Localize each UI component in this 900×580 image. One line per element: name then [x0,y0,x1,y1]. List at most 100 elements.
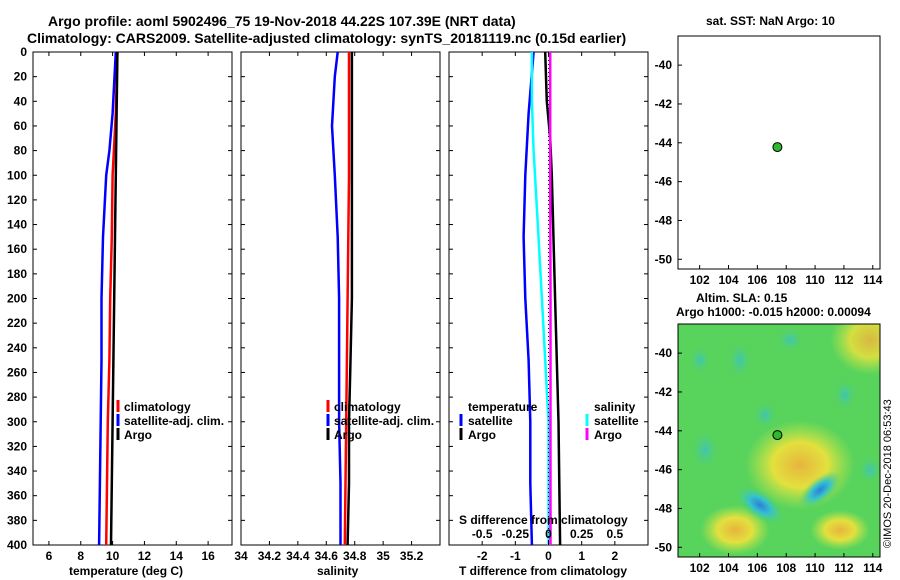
map-x-tick-label: 114 [863,273,883,287]
legend-label-climatology: climatology [334,400,401,414]
sla-heatmap-eddy [735,485,785,525]
sst-map-panel: sat. SST: NaN Argo: 10 102 104 106 108 110 11… [655,14,883,287]
series-line-satellite-adj-clim- [330,51,342,545]
map-y-tick-label: -42 [655,97,673,111]
sla-heatmap-eddy [798,470,842,510]
s-tick-label: -0.5 [472,527,493,541]
map-y-tick-label: -48 [655,501,673,515]
salinity-xlabel: salinity [317,564,359,578]
argo-location-marker [772,142,783,153]
sst-map-frame [677,35,881,270]
map-y-tick-label: -48 [655,213,673,227]
map-x-tick-label: 112 [834,561,854,575]
depth-tick-label: 240 [7,341,27,355]
s-tick-label: 0 [545,527,552,541]
sla-heatmap-eddy [690,346,710,374]
depth-axis: 0 20 40 60 80 100 120 140 160 180 200 220 240 260 280 3… [7,45,648,552]
x-tick-label: -1 [510,549,521,563]
figure-title-line1: Argo profile: aoml 5902496_75 19-Nov-201… [48,13,516,29]
map-x-tick-label: 110 [805,273,825,287]
sla-heatmap [678,324,880,557]
map-x-tick-label: 106 [747,561,767,575]
depth-tick-label: 80 [14,144,28,158]
series-line-argo [346,52,354,546]
depth-tick-label: 380 [7,513,27,527]
depth-tick-label: 0 [20,45,27,59]
difference-panel: -2 -1 0 1 2 -0.5 -0.25 0 0.25 0.5 S difference f… [448,51,649,578]
sla-heatmap-warm-patch [700,505,770,555]
depth-tick-label: 400 [7,538,27,552]
sla-map-ticks: 102 104 106 108 110 112 114 -40 -42 -44 -46 -48 -50 [655,346,883,575]
map-y-tick-label: -44 [655,424,673,438]
sla-heatmap-eddy [691,430,719,470]
legend-label-argo: Argo [334,428,362,442]
s-tick-label: 0.25 [570,527,594,541]
difference-x-ticks: -2 -1 0 1 2 [477,52,618,563]
s-difference-label: S difference from climatology [459,513,628,527]
map-x-tick-label: 114 [863,561,883,575]
series-line-climatology [343,52,351,546]
temperature-panel: 6 8 10 12 14 16 temperature (deg C) climatolo… [32,51,233,578]
map-y-tick-label: -42 [655,385,673,399]
legend-label-t-argo: Argo [468,428,496,442]
map-x-tick-label: 108 [776,273,796,287]
temperature-xlabel: temperature (deg C) [69,564,183,578]
x-tick-label: 0 [545,549,552,563]
difference-legend-temperature: temperature satellite Argo [459,400,538,442]
legend-label-s-argo: Argo [594,428,622,442]
salinity-legend: climatology satellite-adj. clim. Argo [326,400,434,442]
sla-argo-marker [772,430,783,441]
salinity-series [330,51,354,546]
x-tick-label: 6 [46,549,53,563]
x-tick-label: 10 [106,549,120,563]
depth-tick-label: 280 [7,390,27,404]
sla-map-frame [677,323,881,558]
sla-map-panel: Altim. SLA: 0.15 Argo h1000: -0.015 h200… [655,291,883,575]
depth-tick-label: 160 [7,242,27,256]
sla-heatmap-warm-patch [810,510,870,550]
depth-tick-label: 60 [14,119,28,133]
difference-series [522,51,562,546]
sst-map-ticks: 102 104 106 108 110 112 114 -40 -42 -44 -46 -48 -50 [655,58,883,287]
x-tick-label: 14 [170,549,184,563]
x-tick-label: 8 [77,549,84,563]
sla-heatmap-eddy [753,401,777,429]
legend-label-satellite: satellite-adj. clim. [124,414,224,428]
depth-tick-label: 220 [7,316,27,330]
temperature-legend: climatology satellite-adj. clim. Argo [116,400,224,442]
watermark: ©IMOS 20-Dec-2018 06:53:43 [882,399,894,548]
argo-location-marker [772,430,783,441]
x-tick-label: 16 [201,549,215,563]
depth-tick-label: 100 [7,168,27,182]
map-y-tick-label: -40 [655,346,673,360]
t-difference-xlabel: T difference from climatology [459,564,627,578]
figure-title-line2: Climatology: CARS2009. Satellite-adjuste… [27,30,626,46]
map-y-tick-label: -46 [655,463,673,477]
sla-heatmap-eddy [858,456,880,484]
legend-label-argo: Argo [124,428,152,442]
series-line-climatology [104,51,119,546]
legend-label-t-satellite: satellite [468,414,513,428]
depth-tick-label: 120 [7,193,27,207]
salinity-panel: 34 34.2 34.4 34.6 34.8 35 35.2 salinity climat… [234,51,441,578]
sla-heatmap-eddy [728,342,752,378]
map-y-tick-label: -44 [655,136,673,150]
map-y-tick-label: -40 [655,58,673,72]
depth-tick-label: 180 [7,267,27,281]
depth-tick-label: 340 [7,464,27,478]
x-tick-label: 34.4 [286,549,310,563]
map-x-tick-label: 106 [747,273,767,287]
x-tick-label: 12 [138,549,152,563]
series-line-salinity-satellite [530,52,550,545]
temperature-x-ticks: 6 8 10 12 14 16 [46,52,215,563]
sla-heatmap-eddy [776,328,804,352]
x-tick-label: 1 [578,549,585,563]
map-y-tick-label: -46 [655,175,673,189]
depth-tick-label: 260 [7,365,27,379]
s-tick-label: -0.25 [502,527,530,541]
legend-title-temperature: temperature [468,400,538,414]
map-x-tick-label: 108 [776,561,796,575]
legend-label-satellite: satellite-adj. clim. [334,414,434,428]
sla-map-title-line2: Argo h1000: -0.015 h2000: 0.00094 [676,305,871,319]
series-line-argo [109,51,119,546]
